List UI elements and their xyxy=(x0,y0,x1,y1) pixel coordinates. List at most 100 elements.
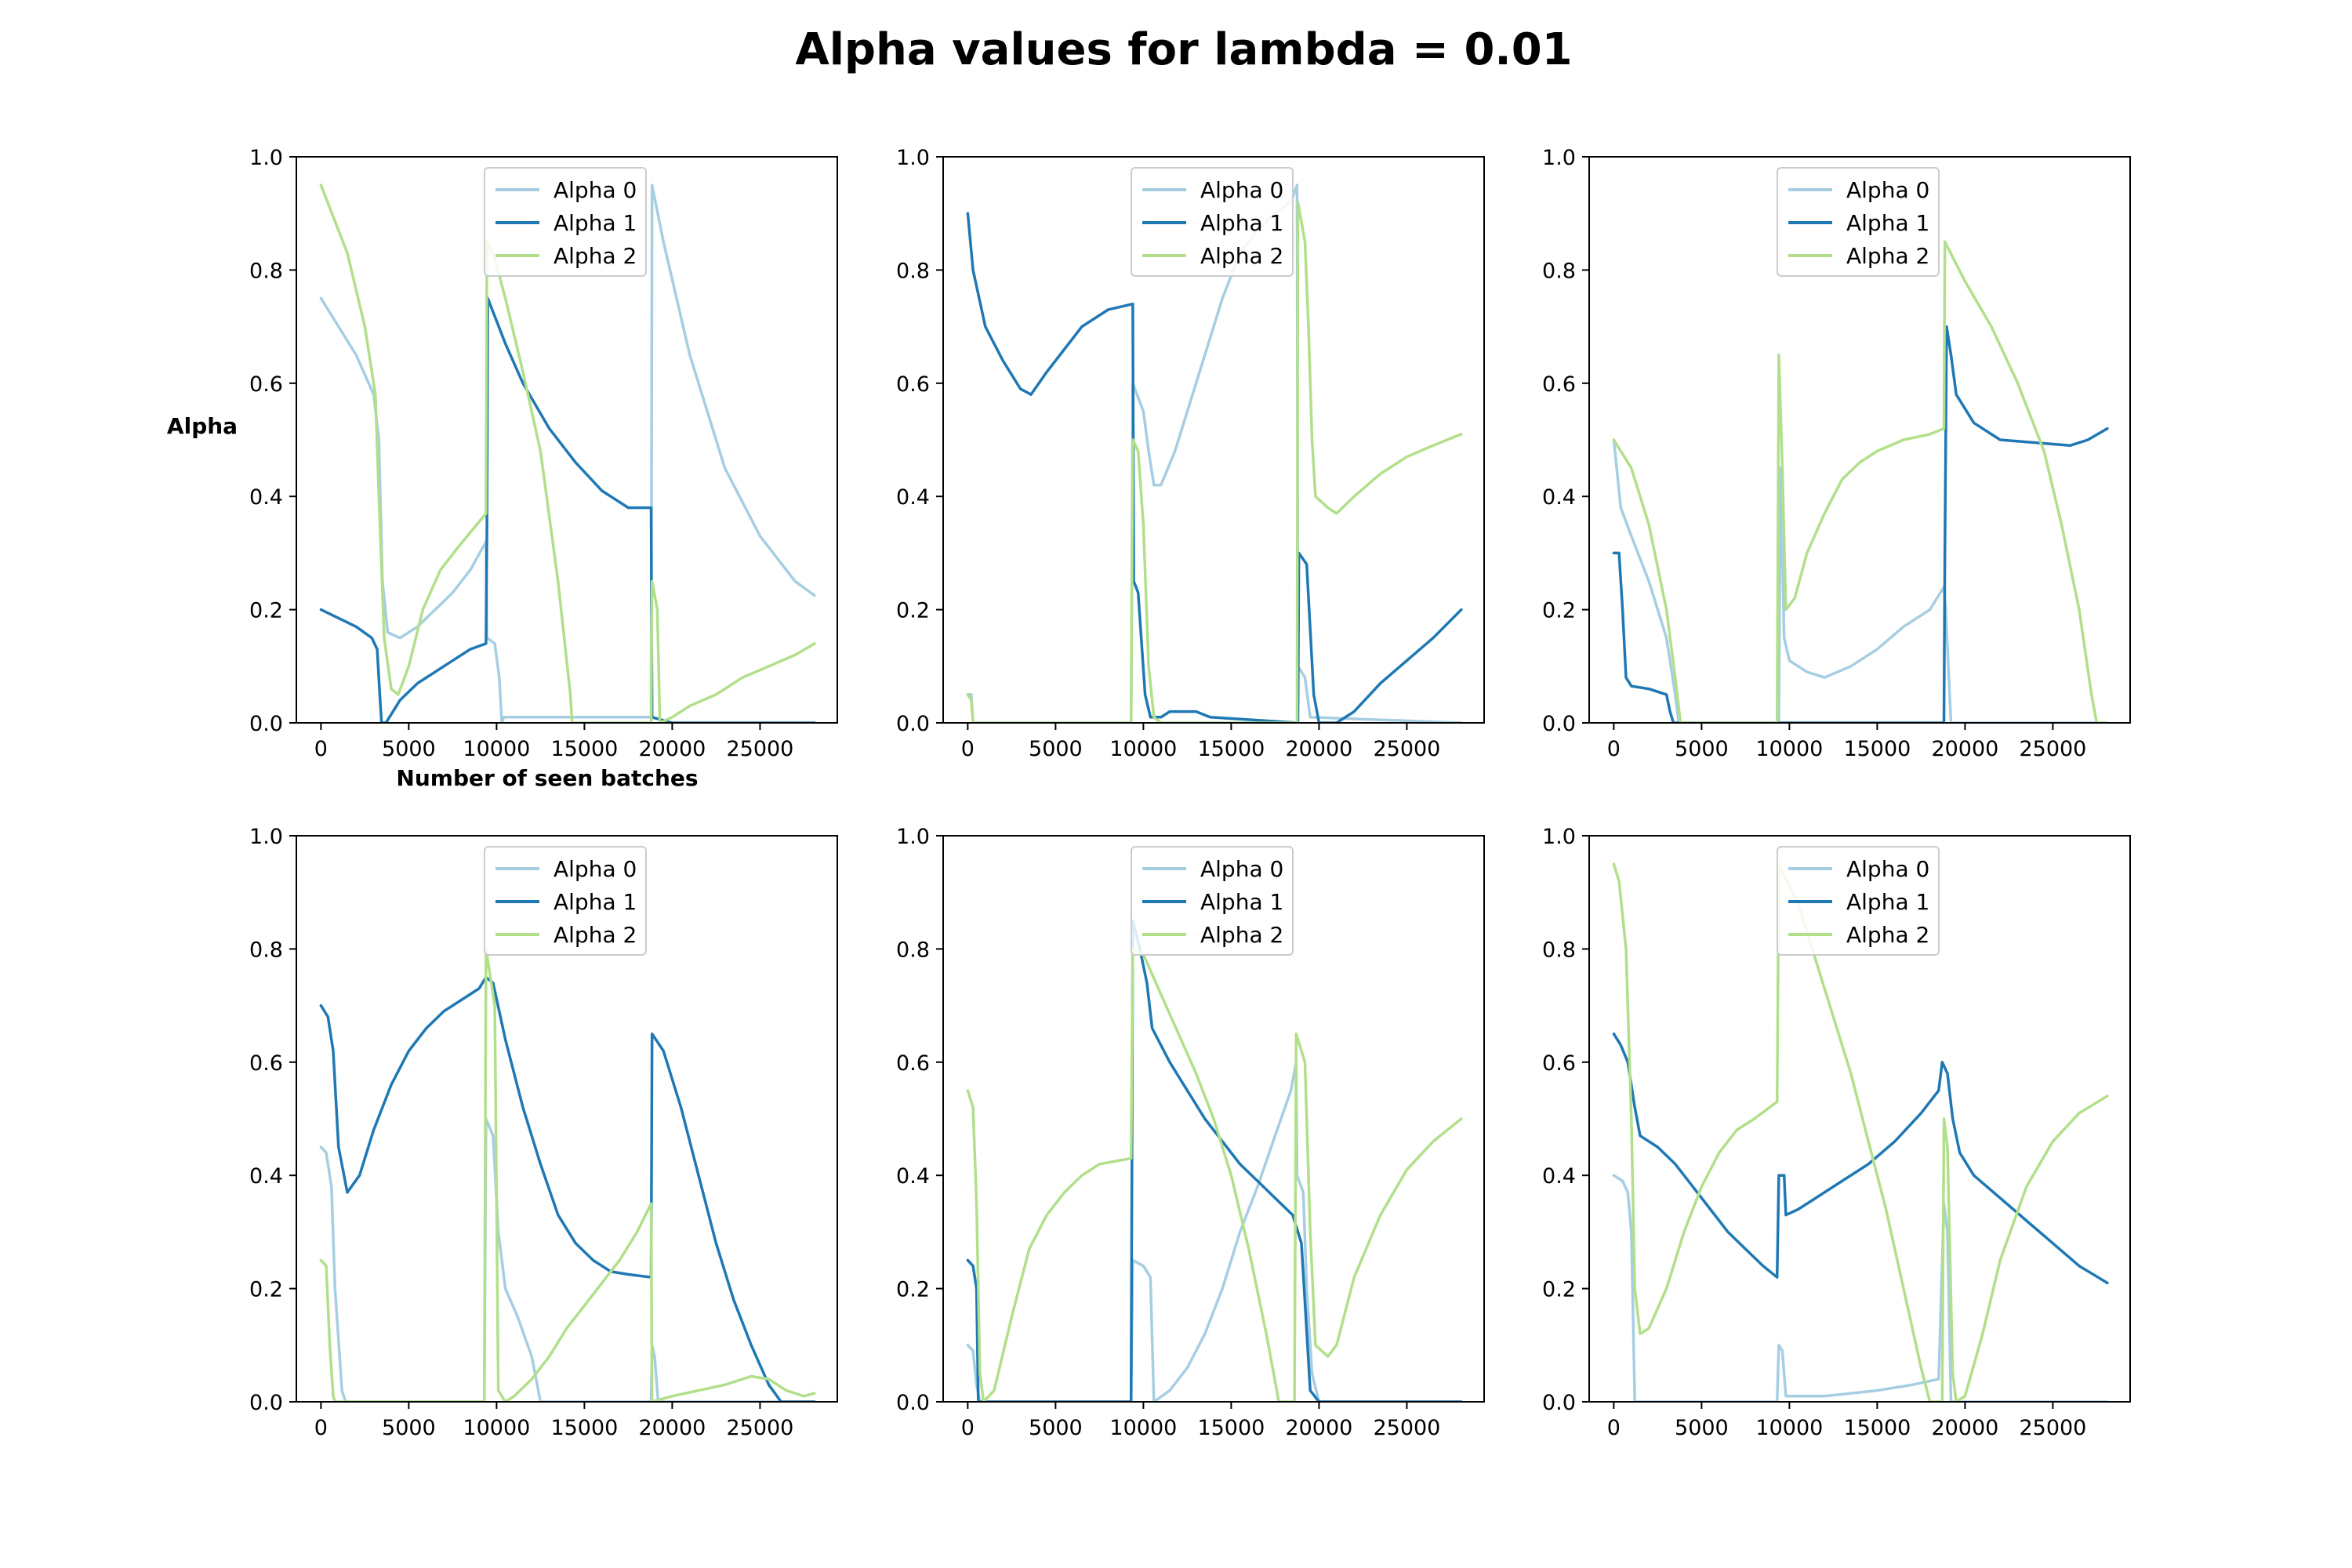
legend: Alpha 0 Alpha 1 Alpha 2 xyxy=(1777,846,1940,956)
legend-label: Alpha 0 xyxy=(1846,856,1929,882)
legend-label: Alpha 0 xyxy=(1200,856,1283,882)
x-tick-label: 10000 xyxy=(463,737,530,761)
legend-box xyxy=(1131,167,1294,277)
series-line-alpha-2 xyxy=(1612,862,2109,1402)
x-axis-label: Number of seen batches xyxy=(396,765,698,791)
legend-box xyxy=(1131,846,1294,956)
series-line-alpha-0 xyxy=(966,1061,1463,1402)
legend-box xyxy=(1777,167,1940,277)
x-tick-label: 10000 xyxy=(463,1416,530,1440)
legend-label: Alpha 1 xyxy=(1846,210,1929,236)
series-group xyxy=(319,183,816,723)
x-tick-label: 0 xyxy=(314,1416,328,1440)
subplot-1: 0 5000 10000 15000 20000 25000 0.0 0.2 0.4 0.6 0.8… xyxy=(167,146,838,791)
figure-title: Alpha values for lambda = 0.01 xyxy=(795,24,1572,75)
legend-label: Alpha 1 xyxy=(1200,210,1283,236)
y-tick-label: 0.4 xyxy=(896,485,930,510)
legend-label: Alpha 1 xyxy=(1846,889,1929,915)
y-tick-label: 0.4 xyxy=(1542,1164,1576,1189)
x-tick-label: 20000 xyxy=(1285,737,1352,761)
y-tick-label: 0.2 xyxy=(1542,599,1576,623)
legend: Alpha 0 Alpha 1 Alpha 2 xyxy=(1131,846,1294,956)
x-tick-label: 25000 xyxy=(1373,1416,1440,1440)
y-tick-label: 0.6 xyxy=(1542,372,1576,397)
legend-label: Alpha 1 xyxy=(554,889,637,915)
x-tick-label: 10000 xyxy=(1109,737,1177,761)
subplot-6: 0 5000 10000 15000 20000 25000 0.0 0.2 0.4 0.6 0.8… xyxy=(1542,825,2131,1440)
legend-label: Alpha 2 xyxy=(554,922,637,948)
y-tick-label: 0.0 xyxy=(1542,712,1576,736)
series-line-alpha-0 xyxy=(1612,1174,2109,1402)
x-tick-label: 5000 xyxy=(382,737,436,761)
legend: Alpha 0 Alpha 1 Alpha 2 xyxy=(484,846,647,956)
x-tick-label: 25000 xyxy=(2019,737,2086,761)
y-tick-label: 0.2 xyxy=(896,599,930,623)
y-tick-label: 0.8 xyxy=(896,938,930,962)
y-tick-label: 0.8 xyxy=(249,938,283,962)
x-tick-label: 15000 xyxy=(1843,1416,1911,1440)
series-line-alpha-1 xyxy=(1612,1032,2109,1285)
subplot-5: 0 5000 10000 15000 20000 25000 0.0 0.2 0.4 0.6 0.8… xyxy=(896,825,1485,1440)
subplot-4: 0 5000 10000 15000 20000 25000 0.0 0.2 0.4 0.6 0.8… xyxy=(249,825,838,1440)
y-tick-label: 0.0 xyxy=(896,712,930,736)
y-tick-label: 0.4 xyxy=(249,1164,283,1189)
y-tick-label: 0.8 xyxy=(896,259,930,283)
x-tick-label: 15000 xyxy=(550,1416,618,1440)
legend-label: Alpha 2 xyxy=(1846,922,1929,948)
x-tick-label: 0 xyxy=(1607,1416,1621,1440)
series-line-alpha-2 xyxy=(1612,240,2109,723)
y-tick-label: 0.0 xyxy=(896,1391,930,1415)
y-tick-label: 0.8 xyxy=(249,259,283,283)
x-tick-label: 5000 xyxy=(1675,737,1729,761)
y-tick-label: 1.0 xyxy=(249,825,283,849)
series-line-alpha-1 xyxy=(319,296,816,723)
y-tick-label: 0.2 xyxy=(1542,1278,1576,1302)
y-tick-label: 0.8 xyxy=(1542,259,1576,283)
x-tick-label: 20000 xyxy=(638,737,706,761)
legend-label: Alpha 1 xyxy=(554,210,637,236)
axes-frame xyxy=(942,835,1485,1403)
y-tick-label: 0.6 xyxy=(896,372,930,397)
legend-label: Alpha 2 xyxy=(554,243,637,269)
y-tick-label: 0.4 xyxy=(1542,485,1576,510)
x-tick-label: 10000 xyxy=(1109,1416,1177,1440)
axes-frame xyxy=(296,156,838,724)
legend-label: Alpha 0 xyxy=(554,177,637,203)
axes-frame xyxy=(1588,835,2131,1403)
legend-label: Alpha 2 xyxy=(1200,243,1283,269)
x-tick-label: 0 xyxy=(314,737,328,761)
x-tick-label: 5000 xyxy=(1029,1416,1083,1440)
y-tick-label: 0.2 xyxy=(896,1278,930,1302)
axes-frame xyxy=(1588,156,2131,724)
series-line-alpha-0 xyxy=(1612,438,2109,723)
x-tick-label: 5000 xyxy=(382,1416,436,1440)
subplot-grid: 0 5000 10000 15000 20000 25000 0.0 0.2 0.4 0.6 0.8… xyxy=(167,146,2131,1440)
axes-frame xyxy=(942,156,1485,724)
legend-label: Alpha 1 xyxy=(1200,889,1283,915)
y-axis-label: Alpha xyxy=(167,413,238,439)
y-tick-label: 1.0 xyxy=(896,146,930,170)
x-tick-label: 5000 xyxy=(1029,737,1083,761)
legend-label: Alpha 0 xyxy=(554,856,637,882)
series-line-alpha-1 xyxy=(966,919,1463,1402)
x-tick-label: 25000 xyxy=(726,1416,793,1440)
series-group xyxy=(966,919,1463,1402)
y-tick-label: 0.2 xyxy=(249,599,283,623)
x-tick-label: 10000 xyxy=(1755,1416,1823,1440)
legend-box xyxy=(484,846,647,956)
legend: Alpha 0 Alpha 1 Alpha 2 xyxy=(1777,167,1940,277)
x-tick-label: 0 xyxy=(961,737,975,761)
x-tick-label: 15000 xyxy=(550,737,618,761)
axes-frame xyxy=(296,835,838,1403)
y-tick-label: 0.6 xyxy=(1542,1051,1576,1076)
x-tick-label: 0 xyxy=(1607,737,1621,761)
x-tick-label: 25000 xyxy=(1373,737,1440,761)
x-tick-label: 15000 xyxy=(1843,737,1911,761)
series-line-alpha-2 xyxy=(966,201,1463,723)
x-tick-label: 20000 xyxy=(1931,1416,1998,1440)
series-group xyxy=(319,947,816,1402)
subplot-2: 0 5000 10000 15000 20000 25000 0.0 0.2 0.4 0.6 0.8… xyxy=(896,146,1485,761)
legend-label: Alpha 0 xyxy=(1846,177,1929,203)
y-tick-label: 1.0 xyxy=(249,146,283,170)
